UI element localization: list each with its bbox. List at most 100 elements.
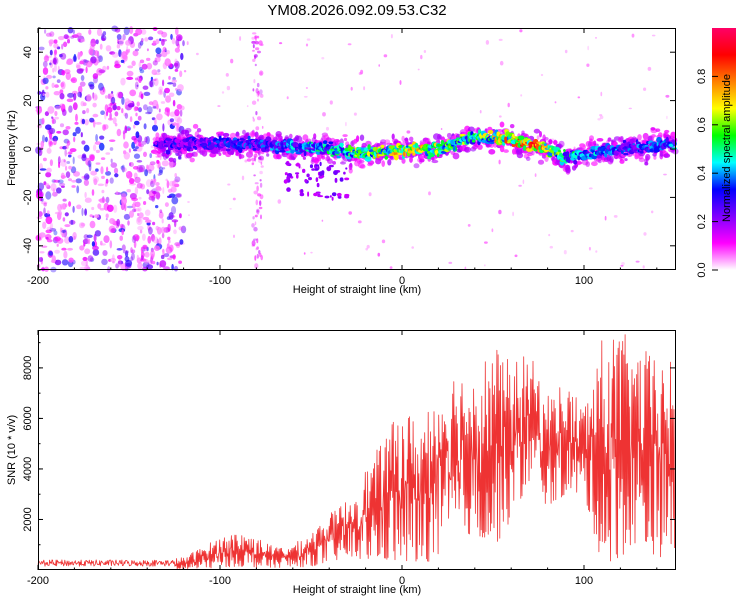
y-tick-label: -20 [22,189,34,205]
noise-cell [549,245,553,249]
ridge-cell [340,161,346,165]
ridge-cell [384,155,388,160]
noise-cell [147,164,155,172]
noise-cell [135,28,143,36]
noise-cell [325,126,330,131]
noise-cell [114,173,119,178]
noise-cell [260,165,264,168]
noise-cell [65,165,68,171]
noise-cell [38,211,43,217]
noise-cell [253,226,258,232]
noise-cell [124,125,128,134]
noise-cell [230,58,234,64]
ridge-cell [663,153,671,158]
noise-cell [255,111,258,116]
noise-cell [124,266,128,271]
noise-cell [368,192,372,197]
noise-cell [183,70,187,73]
ridge-cell [557,149,561,153]
noise-cell [44,29,47,34]
noise-cell [142,244,148,249]
ridge-cell [539,131,542,138]
noise-cell [162,187,165,194]
noise-cell [103,235,110,244]
noise-cell [123,112,127,117]
noise-cell [123,152,130,160]
noise-cell [256,185,259,192]
noise-cell [514,254,518,258]
noise-cell [136,182,143,189]
noise-cell [256,82,260,88]
noise-cell [139,40,144,46]
ridge-cell [452,152,460,160]
noise-cell [643,232,647,236]
snr-series-line [37,334,675,570]
ridge-cell [342,134,348,138]
ridge-cell [296,174,299,179]
noise-cell [258,159,263,164]
noise-cell [116,34,122,40]
noise-cell [252,32,257,35]
noise-cell [87,238,91,245]
noise-cell [79,81,86,87]
noise-cell [94,50,99,57]
noise-cell [101,258,108,266]
noise-cell [255,36,257,42]
noise-cell [167,188,173,193]
ridge-cell [194,146,198,150]
noise-cell [161,232,165,239]
noise-cell [49,62,52,66]
noise-cell [127,220,130,226]
noise-cell [99,43,103,50]
ridge-cell [338,195,342,199]
ridge-cell [477,144,483,150]
ridge-cell [331,192,337,197]
noise-cell [53,57,57,65]
noise-cell [137,207,142,212]
noise-cell [92,144,97,152]
noise-cell [104,95,109,99]
noise-cell [165,95,172,103]
noise-cell [46,167,52,173]
noise-cell [167,82,174,85]
noise-cell [73,136,76,143]
noise-cell [172,99,176,107]
noise-cell [70,77,77,84]
noise-cell [130,247,133,254]
noise-cell [92,93,98,101]
noise-cell [143,123,147,130]
noise-cell [129,210,134,218]
noise-cell [109,51,116,55]
noise-cell [597,118,601,121]
noise-cell [389,266,393,269]
noise-cell [50,183,57,192]
noise-cell [498,159,501,165]
noise-cell [140,93,144,100]
ridge-cell [591,161,598,167]
noise-cell [105,178,109,184]
ridge-cell [431,159,439,164]
noise-cell [98,69,106,74]
noise-cell [36,106,43,114]
noise-cell [360,69,364,75]
noise-cell [139,69,145,74]
ridge-cell [463,146,471,153]
noise-cell [138,141,142,147]
snr-x-axis-label: Height of straight line (km) [293,584,421,596]
noise-cell [148,190,155,198]
noise-cell [162,123,165,132]
noise-cell [36,216,43,220]
noise-cell [257,193,262,197]
noise-cell [257,50,261,54]
noise-cell [246,105,249,108]
noise-cell [59,123,65,128]
noise-cell [38,257,44,262]
noise-cell [86,234,93,238]
noise-cell [133,153,141,159]
ridge-cell [565,167,571,174]
noise-cell [174,114,181,123]
noise-cell [72,232,77,240]
noise-cell [52,75,56,79]
ridge-cell [256,148,260,151]
noise-cell [157,173,161,176]
